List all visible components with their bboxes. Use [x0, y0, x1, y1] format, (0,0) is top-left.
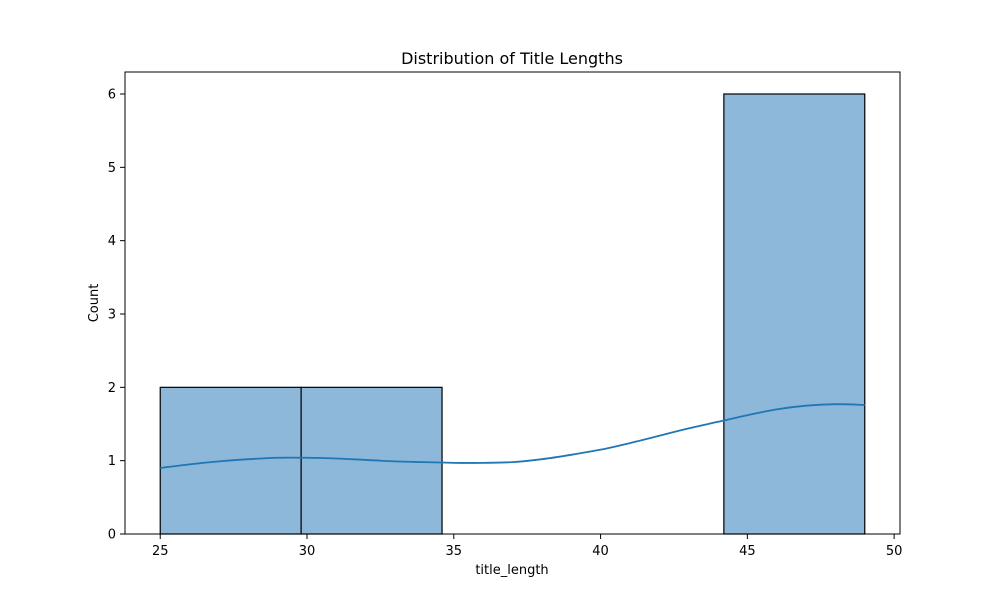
- x-tick-label: 35: [446, 544, 463, 559]
- histogram-bar-4: [723, 93, 866, 535]
- y-axis-label: Count: [87, 284, 102, 323]
- kde-layer: [160, 403, 865, 469]
- y-axis-ticks: 0 1 2 3 4 5 6: [108, 88, 125, 543]
- chart-title: Distribution of Title Lengths: [401, 49, 623, 68]
- y-tick-label: 2: [108, 381, 116, 396]
- y-tick-label: 5: [108, 161, 116, 176]
- x-tick-label: 50: [886, 544, 903, 559]
- plot-frame: [124, 71, 901, 535]
- y-tick-label: 4: [108, 234, 116, 249]
- y-tick-label: 1: [108, 454, 116, 469]
- x-tick-label: 40: [592, 544, 609, 559]
- y-tick-label: 0: [108, 528, 116, 543]
- x-axis-ticks: 25 30 35 40 45 50: [152, 534, 902, 559]
- bars-layer: [159, 93, 866, 535]
- y-tick-label: 3: [108, 308, 116, 323]
- x-tick-label: 25: [152, 544, 169, 559]
- x-tick-label: 30: [299, 544, 316, 559]
- kde-line: [160, 403, 865, 469]
- x-tick-label: 45: [739, 544, 756, 559]
- x-axis-label: title_length: [475, 563, 548, 578]
- y-tick-label: 6: [108, 88, 116, 103]
